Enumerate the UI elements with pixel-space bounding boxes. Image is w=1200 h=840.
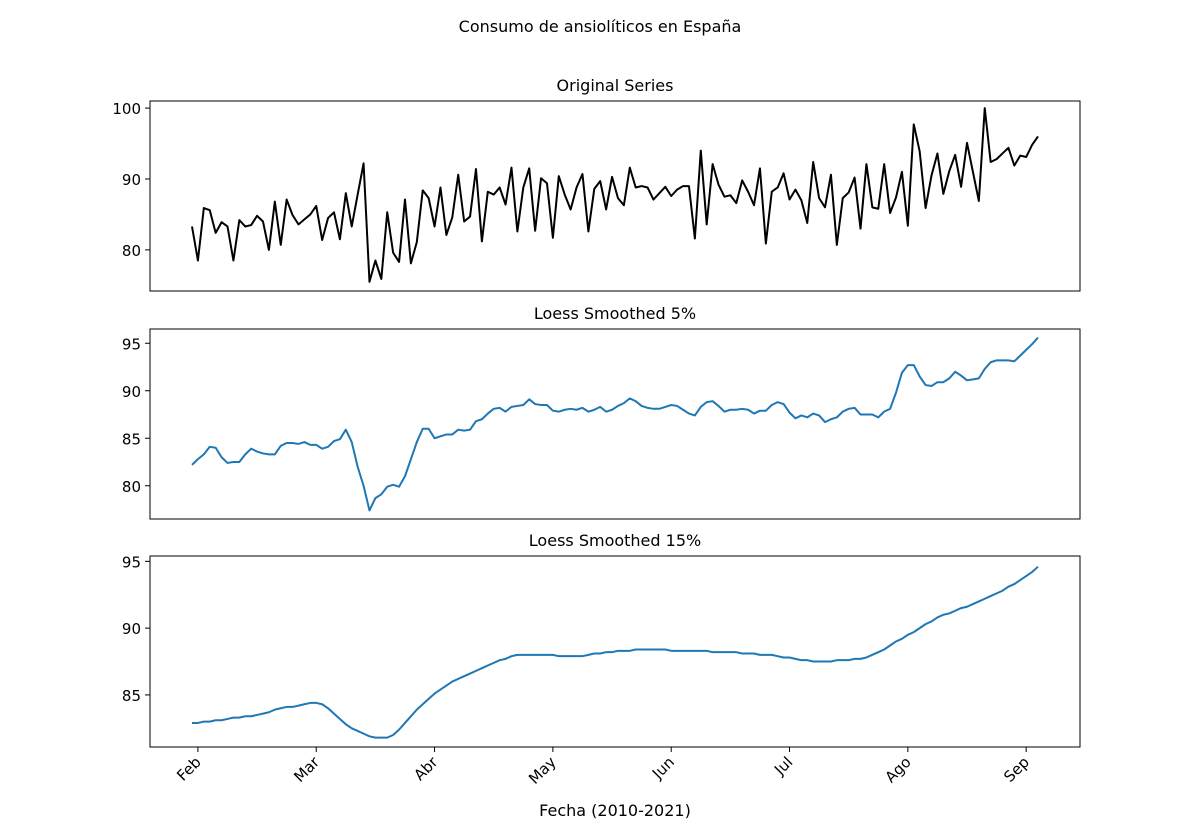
panel-title: Loess Smoothed 15% (529, 531, 701, 550)
x-axis-label: Fecha (2010-2021) (539, 801, 691, 820)
y-tick-label: 85 (122, 687, 141, 705)
x-tick-label: Mar (290, 753, 323, 786)
figure-title: Consumo de ansiolíticos en España (459, 17, 742, 36)
axes-frame (149, 100, 1081, 292)
y-tick-label: 80 (122, 478, 141, 496)
y-tick-label: 80 (122, 242, 141, 260)
y-tick-label: 90 (122, 171, 141, 189)
axes-frame (149, 555, 1081, 748)
x-tick-label: Abr (410, 753, 442, 785)
axes-frame (149, 328, 1081, 520)
y-tick-label: 90 (122, 383, 141, 401)
panel-title: Original Series (557, 76, 674, 95)
x-tick-label: May (525, 753, 560, 788)
data-line (191, 107, 1039, 283)
panel-title: Loess Smoothed 5% (534, 304, 696, 323)
y-tick-label: 90 (122, 620, 141, 638)
data-line (191, 336, 1039, 512)
y-tick-label: 95 (122, 553, 141, 571)
y-tick-label: 100 (112, 100, 141, 118)
x-tick-label: Ago (881, 753, 914, 786)
y-tick-label: 95 (122, 335, 141, 353)
x-tick-label: Jun (648, 753, 678, 783)
y-tick-label: 85 (122, 430, 141, 448)
x-tick-label: Feb (173, 753, 205, 785)
data-line (192, 565, 1039, 739)
x-tick-label: Sep (1000, 753, 1033, 786)
x-tick-label: Jul (770, 753, 796, 779)
